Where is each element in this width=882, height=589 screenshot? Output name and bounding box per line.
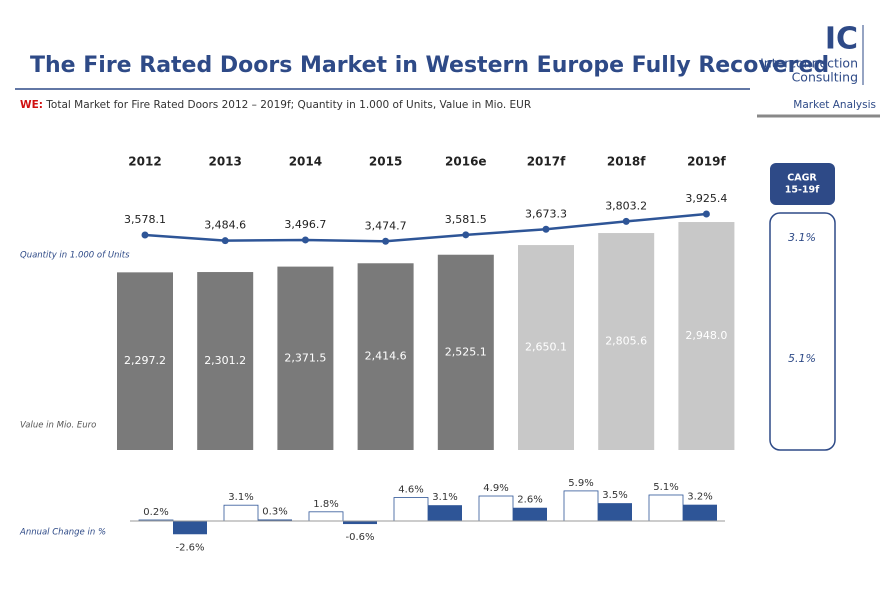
point-label: 3,673.3: [525, 207, 567, 220]
subtitle-prefix: WE:: [20, 99, 43, 111]
year-label: 2015: [369, 155, 402, 169]
subtitle-text: Total Market for Fire Rated Doors 2012 –…: [43, 99, 531, 111]
cagr-header-box: [770, 163, 835, 205]
change-label: 0.2%: [143, 507, 168, 518]
year-label: 2013: [208, 155, 241, 169]
point-label: 3,581.5: [445, 213, 487, 226]
change-bar: [598, 503, 632, 521]
value-bar: [117, 272, 173, 450]
year-label: 2012: [128, 155, 161, 169]
quantity-point: [221, 237, 229, 245]
bar-label: 2,414.6: [365, 350, 407, 363]
change-label: 0.3%: [262, 506, 287, 517]
change-label: 4.9%: [483, 483, 508, 494]
change-label: 1.8%: [313, 499, 338, 510]
bar-label: 2,948.0: [685, 329, 727, 342]
value-bar: [277, 266, 334, 450]
subtitle: WE: Total Market for Fire Rated Doors 20…: [20, 99, 531, 111]
change-label: 5.9%: [568, 478, 593, 489]
point-label: 3,925.4: [685, 192, 727, 205]
cagr-value: 5.1%: [788, 352, 816, 365]
cagr-quantity: 3.1%: [788, 231, 816, 244]
change-bar: [563, 490, 599, 522]
change-label: 5.1%: [653, 482, 678, 493]
quantity-point: [382, 237, 390, 245]
change-bar: [428, 505, 462, 521]
change-label: -2.6%: [175, 542, 204, 553]
quantity-point: [462, 231, 470, 239]
axis-label: Value in Mio. Euro: [20, 421, 96, 431]
quantity-point: [542, 225, 550, 233]
value-bar: [357, 263, 414, 450]
year-label: 2018f: [607, 155, 646, 169]
logo-mark: IC: [825, 22, 858, 57]
quantity-point: [301, 236, 309, 244]
cagr-box: [769, 212, 836, 451]
value-bar: [437, 254, 494, 450]
change-label: 3.2%: [687, 492, 712, 503]
value-bar: [197, 272, 254, 450]
point-label: 3,484.6: [204, 219, 246, 232]
change-bar: [648, 494, 684, 522]
cagr-subtitle: 15-19f: [785, 185, 820, 196]
section-label: Market Analysis: [793, 99, 876, 111]
quantity-point: [141, 231, 149, 239]
change-bar: [513, 507, 547, 521]
year-label: 2017f: [527, 155, 566, 169]
change-bar: [478, 495, 514, 522]
change-label: 3.1%: [228, 492, 253, 503]
bar-label: 2,650.1: [525, 341, 567, 354]
change-bar: [258, 519, 292, 521]
bar-label: 2,525.1: [445, 345, 487, 358]
point-label: 3,578.1: [124, 213, 166, 226]
cagr-title: CAGR: [787, 173, 817, 184]
year-label: 2016e: [445, 155, 487, 169]
change-bar: [173, 521, 207, 535]
logo-line1: Interconnection: [760, 56, 858, 71]
quantity-point: [702, 210, 710, 218]
value-bar: [678, 222, 735, 450]
axis-label: Annual Change in %: [19, 528, 106, 538]
change-label: 3.1%: [432, 492, 457, 503]
change-bar: [683, 504, 717, 521]
change-bar: [343, 521, 377, 525]
bar-label: 2,371.5: [284, 351, 326, 364]
quantity-point: [622, 217, 630, 225]
value-bar: [598, 233, 655, 450]
value-bar: [518, 245, 574, 450]
change-label: 4.6%: [398, 485, 423, 496]
change-label: 3.5%: [602, 490, 627, 501]
axis-label: Quantity in 1.000 of Units: [20, 251, 130, 261]
year-label: 2014: [289, 155, 322, 169]
change-label: 2.6%: [517, 495, 542, 506]
change-bar: [393, 497, 429, 522]
year-label: 2019f: [687, 155, 726, 169]
change-label: -0.6%: [345, 532, 374, 543]
point-label: 3,803.2: [605, 199, 647, 212]
bar-label: 2,805.6: [605, 335, 647, 348]
point-label: 3,496.7: [284, 218, 326, 231]
title: The Fire Rated Doors Market in Western E…: [30, 53, 829, 78]
bar-label: 2,297.2: [124, 354, 166, 367]
quantity-line: [144, 212, 707, 243]
change-bar: [308, 511, 344, 522]
bar-label: 2,301.2: [204, 354, 246, 367]
change-bar: [223, 504, 259, 522]
point-label: 3,474.7: [365, 219, 407, 232]
logo-line2: Consulting: [792, 70, 858, 85]
